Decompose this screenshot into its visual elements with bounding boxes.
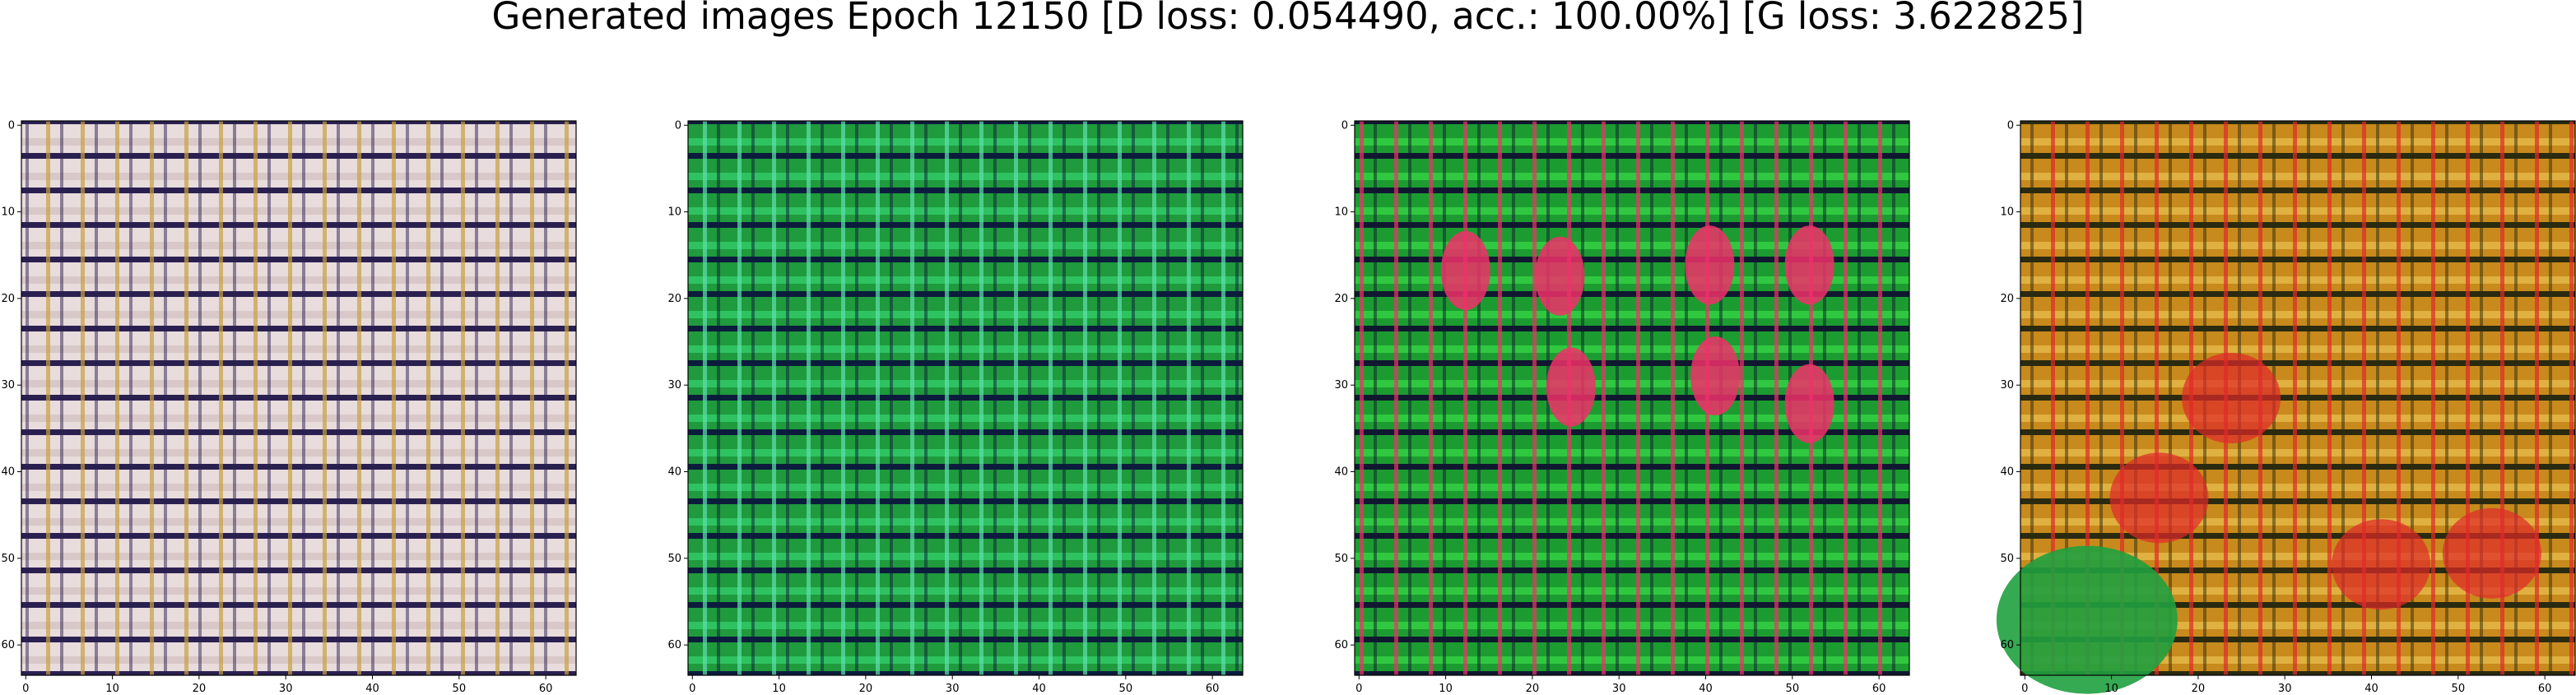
y-tick-label: 60 — [1334, 639, 1348, 651]
image-highlight — [2182, 353, 2281, 443]
x-tick-label: 40 — [2364, 683, 2378, 695]
y-tick-label: 50 — [2000, 553, 2014, 565]
y-tick-label: 20 — [2000, 293, 2014, 305]
x-tick-label: 30 — [279, 683, 293, 695]
image-highlight — [1690, 336, 1741, 416]
axes-frame — [2020, 120, 2576, 676]
x-tick-label: 10 — [772, 683, 786, 695]
x-tick-label: 20 — [2192, 683, 2206, 695]
x-tick-label: 10 — [1439, 683, 1453, 695]
y-tick-label: 60 — [667, 639, 681, 651]
x-tick-label: 0 — [1355, 683, 1362, 695]
x-tick-label: 50 — [453, 683, 467, 695]
y-tick-label: 0 — [8, 119, 15, 132]
x-tick-label: 40 — [365, 683, 379, 695]
x-tick-label: 30 — [2278, 683, 2292, 695]
image-highlight — [1535, 236, 1585, 316]
x-tick-label: 0 — [689, 683, 695, 695]
y-tick-label: 30 — [1334, 379, 1348, 392]
x-tick-label: 60 — [1206, 683, 1220, 695]
x-tick-label: 30 — [946, 683, 960, 695]
axes-frame — [1354, 120, 1910, 676]
y-tick-label: 30 — [667, 379, 681, 392]
y-tick-label: 50 — [1334, 553, 1348, 565]
x-tick-label: 40 — [1699, 683, 1713, 695]
y-tick-label: 40 — [667, 466, 681, 479]
generated-image — [21, 121, 576, 675]
x-tick-label: 50 — [2452, 683, 2466, 695]
y-tick-label: 20 — [667, 293, 681, 305]
image-highlight — [1546, 347, 1596, 427]
y-tick-label: 10 — [2000, 206, 2014, 219]
image-highlight — [1784, 364, 1834, 443]
x-tick-label: 20 — [193, 683, 207, 695]
y-tick-label: 60 — [2000, 639, 2014, 651]
y-tick-label: 20 — [1334, 293, 1348, 305]
y-tick-label: 10 — [667, 206, 681, 219]
image-highlight — [1440, 230, 1490, 310]
x-tick-label: 60 — [539, 683, 553, 695]
image-panel-2: 0 10 20 30 40 50 60 0 10 20 30 40 50 60 — [667, 119, 1244, 695]
figure-title: Generated images Epoch 12150 [D loss: 0.… — [491, 0, 2085, 38]
y-tick-label: 20 — [1, 293, 15, 305]
x-tick-label: 10 — [105, 683, 119, 695]
image-panel-4: 0 10 20 30 40 50 60 0 10 20 30 40 50 60 — [1996, 119, 2576, 695]
y-tick-label: 10 — [1, 206, 15, 219]
image-highlight — [1996, 545, 2178, 694]
x-tick-label: 50 — [1786, 683, 1800, 695]
image-highlight — [2442, 507, 2541, 599]
x-tick-label: 20 — [1526, 683, 1540, 695]
y-tick-label: 50 — [1, 553, 15, 565]
y-tick-label: 60 — [1, 639, 15, 651]
image-highlight — [1784, 225, 1834, 305]
y-tick-label: 40 — [1, 466, 15, 479]
image-panel-3: 0 10 20 30 40 50 60 0 10 20 30 40 50 60 — [1334, 119, 1910, 695]
generated-image — [688, 121, 1243, 675]
x-tick-label: 10 — [2104, 683, 2118, 695]
x-tick-label: 0 — [2021, 683, 2028, 695]
x-tick-label: 0 — [22, 683, 29, 695]
y-tick-label: 30 — [2000, 379, 2014, 392]
x-tick-label: 60 — [2538, 683, 2552, 695]
y-tick-label: 30 — [1, 379, 15, 392]
y-tick-label: 40 — [1334, 466, 1348, 479]
image-panel-1: 0 10 20 30 40 50 60 0 10 20 30 40 50 60 — [1, 119, 577, 695]
x-tick-label: 40 — [1032, 683, 1046, 695]
axes-frame — [21, 120, 577, 676]
y-tick-label: 10 — [1334, 206, 1348, 219]
x-tick-label: 30 — [1612, 683, 1626, 695]
y-tick-label: 40 — [2000, 466, 2014, 479]
y-tick-label: 0 — [2007, 119, 2014, 132]
image-highlight — [2332, 519, 2431, 610]
image-highlight — [1685, 225, 1735, 305]
x-tick-label: 60 — [1872, 683, 1886, 695]
y-tick-label: 0 — [675, 119, 681, 132]
axes-frame — [687, 120, 1244, 676]
x-tick-label: 20 — [859, 683, 873, 695]
y-tick-label: 50 — [667, 553, 681, 565]
x-tick-label: 50 — [1119, 683, 1133, 695]
y-tick-label: 0 — [1341, 119, 1348, 132]
image-highlight — [2109, 452, 2209, 544]
